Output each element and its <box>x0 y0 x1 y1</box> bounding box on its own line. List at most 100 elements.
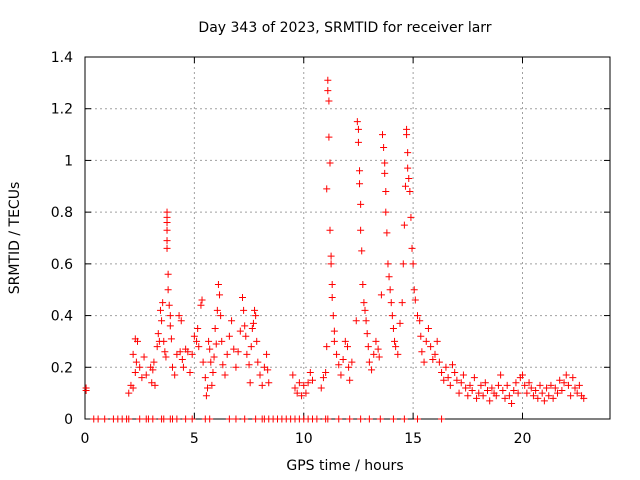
data-point <box>195 343 203 351</box>
data-point <box>319 374 327 382</box>
data-point <box>193 337 201 345</box>
data-point <box>356 167 364 175</box>
data-points <box>82 76 588 407</box>
zero-data-point <box>173 415 181 423</box>
data-point <box>394 350 402 358</box>
data-point <box>569 374 577 382</box>
data-point <box>221 371 229 379</box>
data-point <box>545 392 553 400</box>
data-point <box>477 381 485 389</box>
data-point <box>431 350 439 358</box>
data-point <box>354 125 362 133</box>
data-point <box>202 392 210 400</box>
data-point <box>186 368 194 376</box>
data-point <box>188 350 196 358</box>
data-point <box>534 394 542 402</box>
y-tick-label: 0.4 <box>51 309 73 325</box>
data-point <box>165 301 173 309</box>
x-tick-label: 20 <box>514 431 532 447</box>
data-point <box>451 368 459 376</box>
data-point <box>521 381 529 389</box>
data-point <box>236 327 244 335</box>
x-tick-label: 10 <box>295 431 313 447</box>
x-tick-label: 5 <box>190 431 199 447</box>
data-point <box>406 187 414 195</box>
data-point <box>330 327 338 335</box>
data-point <box>207 358 215 366</box>
data-point <box>306 368 314 376</box>
data-point <box>499 387 507 395</box>
data-point <box>264 366 272 374</box>
data-point <box>293 389 301 397</box>
zero-value-points <box>90 415 446 423</box>
data-point <box>381 159 389 167</box>
data-point <box>411 296 419 304</box>
data-point <box>405 175 413 183</box>
zero-data-point <box>125 415 133 423</box>
data-point <box>289 371 297 379</box>
data-point <box>468 387 476 395</box>
data-point <box>213 306 221 314</box>
data-point <box>503 381 511 389</box>
data-point <box>232 363 240 371</box>
data-point <box>251 306 259 314</box>
x-tick-labels: 0 5 10 15 20 <box>81 431 532 447</box>
data-point <box>167 335 175 343</box>
data-point <box>407 213 415 221</box>
data-point <box>327 260 335 268</box>
data-point <box>197 301 205 309</box>
data-point <box>198 296 206 304</box>
data-point <box>317 384 325 392</box>
data-point <box>248 325 256 332</box>
data-point <box>149 366 157 374</box>
data-point <box>309 376 316 384</box>
data-point <box>352 317 360 325</box>
data-point <box>163 226 171 234</box>
data-point <box>151 381 159 389</box>
data-point <box>438 368 446 376</box>
data-point <box>364 343 372 351</box>
data-point <box>302 389 310 397</box>
data-point <box>142 371 150 379</box>
zero-data-point <box>149 415 157 423</box>
data-point <box>209 368 217 376</box>
data-point <box>179 363 187 371</box>
data-point <box>190 332 198 340</box>
data-point <box>420 358 428 366</box>
data-point <box>414 312 421 320</box>
x-tick-label: 0 <box>81 431 90 447</box>
data-point <box>560 379 568 387</box>
data-point <box>383 229 391 237</box>
y-tick-label: 0.8 <box>51 205 73 221</box>
data-point <box>218 337 226 345</box>
data-point <box>558 387 566 395</box>
data-point <box>129 350 137 358</box>
data-point <box>404 164 412 172</box>
data-point <box>527 384 535 392</box>
data-point <box>424 325 432 332</box>
data-point <box>455 389 463 397</box>
data-point <box>389 325 397 332</box>
zero-data-point <box>101 415 109 423</box>
data-point <box>335 361 343 369</box>
data-point <box>396 319 404 327</box>
data-point <box>562 371 570 379</box>
data-point <box>532 387 540 395</box>
data-point <box>449 361 456 369</box>
y-tick-labels: 0 0.2 0.4 0.6 0.8 1 1.2 1.4 <box>51 50 73 428</box>
grid-lines <box>85 57 610 419</box>
data-point <box>388 312 396 320</box>
data-point <box>481 379 489 387</box>
data-point <box>549 394 557 402</box>
data-point <box>330 337 338 345</box>
data-point <box>214 281 222 289</box>
data-point <box>418 348 426 356</box>
data-point <box>234 348 242 356</box>
data-point <box>258 381 266 389</box>
data-point <box>175 312 183 320</box>
data-point <box>153 343 161 351</box>
data-point <box>329 312 337 320</box>
y-tick-label: 0 <box>64 412 73 428</box>
data-point <box>210 353 218 361</box>
data-point <box>82 384 90 392</box>
